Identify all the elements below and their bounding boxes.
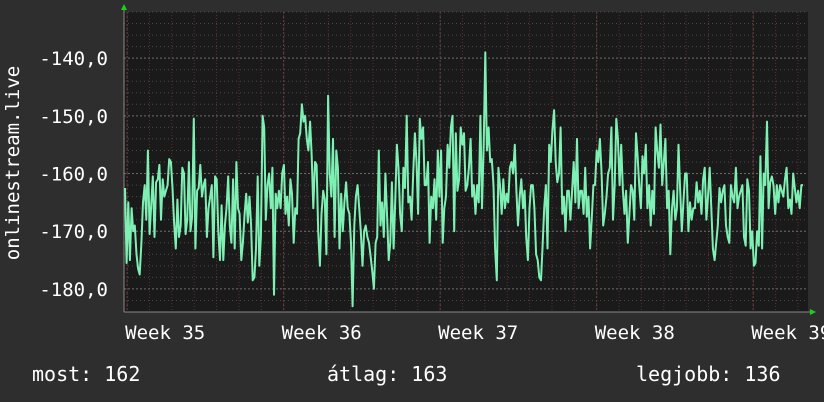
x-tick-label: Week 36 xyxy=(282,322,362,344)
series-line xyxy=(124,51,803,308)
series-layer xyxy=(124,51,803,308)
x-tick-label: Week 37 xyxy=(438,322,518,344)
x-axis-arrow xyxy=(810,309,816,315)
labels: -140,0 -150,0 -160,0 -170,0 -180,0 Week 35 Wee… xyxy=(39,48,824,344)
y-tick-label: -170,0 xyxy=(39,221,108,243)
y-tick-label: -150,0 xyxy=(39,106,108,128)
x-tick-label: Week 38 xyxy=(595,322,675,344)
y-tick-label: -140,0 xyxy=(39,48,108,70)
y-tick-label: -160,0 xyxy=(39,164,108,186)
axes xyxy=(121,4,816,315)
x-tick-label: Week 39 xyxy=(751,322,824,344)
y-axis-label: onlinestream.live xyxy=(2,66,24,260)
y-axis-arrow xyxy=(121,4,127,10)
plot-area xyxy=(124,12,808,312)
x-tick-label: Week 35 xyxy=(125,322,205,344)
current-value: most: 162 xyxy=(32,362,141,386)
best-value: legjobb: 136 xyxy=(636,362,781,386)
average-value: átlag: 163 xyxy=(327,362,448,386)
y-tick-label: -180,0 xyxy=(39,279,108,301)
